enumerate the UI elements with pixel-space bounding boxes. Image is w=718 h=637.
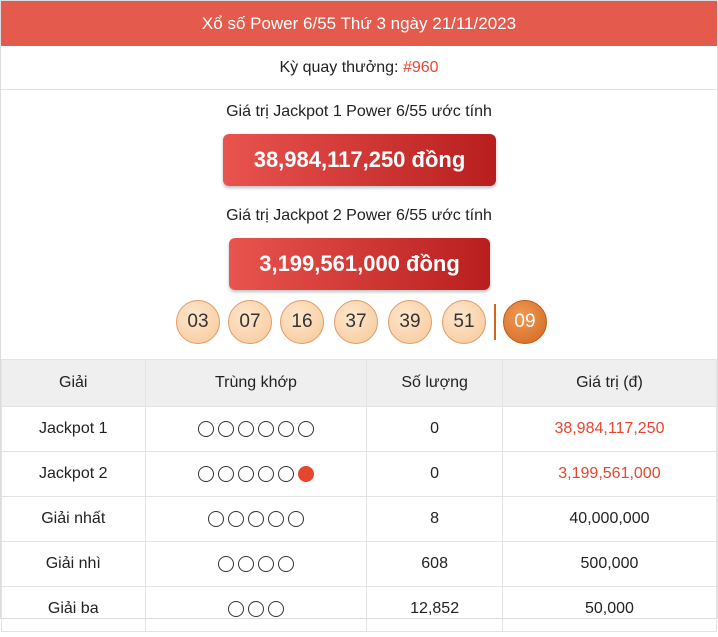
match-dot	[297, 420, 314, 437]
match-dot	[197, 465, 214, 482]
match-dot	[247, 600, 264, 617]
prize-value: 50,000	[501, 586, 718, 632]
match-dot	[217, 555, 234, 572]
prize-name: Jackpot 2	[1, 451, 146, 497]
ball: 39	[388, 300, 432, 344]
match-dot	[247, 510, 264, 527]
match-cell	[144, 496, 368, 542]
match-dot	[267, 600, 284, 617]
match-dot	[237, 555, 254, 572]
prize-name: Giải nhất	[1, 496, 146, 542]
table-row: Jackpot 2 0 3,199,561,000	[1, 451, 718, 497]
match-dot	[257, 465, 274, 482]
match-dot	[237, 465, 254, 482]
prize-value: 3,199,561,000	[501, 451, 718, 497]
match-dot	[257, 420, 274, 437]
column-header: Giải	[1, 359, 146, 407]
ball: 07	[228, 300, 272, 344]
match-dot	[227, 600, 244, 617]
prize-value: 40,000,000	[501, 496, 718, 542]
quantity: 608	[366, 541, 503, 587]
draw-label: Kỳ quay thưởng:	[279, 59, 399, 76]
match-dot	[227, 510, 244, 527]
table-header: Giải Trùng khớp Số lượng Giá trị (đ)	[1, 359, 718, 407]
quantity: 8	[366, 496, 503, 542]
match-cell	[144, 586, 368, 632]
match-cell	[144, 406, 368, 452]
match-cell	[144, 451, 368, 497]
column-header: Số lượng	[366, 359, 503, 407]
quantity: 0	[366, 451, 503, 497]
prize-name: Giải nhì	[1, 541, 146, 587]
match-dot	[217, 465, 234, 482]
match-dot	[257, 555, 274, 572]
bonus-ball: 09	[503, 300, 547, 344]
match-cell	[144, 541, 368, 587]
ball: 37	[334, 300, 378, 344]
prize-table: Giải Trùng khớp Số lượng Giá trị (đ) Jackpo…	[1, 359, 718, 632]
ball: 03	[176, 300, 220, 344]
jackpot-amount: 3,199,561,000 đồng	[229, 238, 490, 290]
match-dot	[217, 420, 234, 437]
prize-value: 38,984,117,250	[501, 406, 718, 452]
column-header: Trùng khớp	[144, 359, 368, 407]
header-title: Xổ số Power 6/55 Thứ 3 ngày 21/11/2023	[1, 1, 717, 46]
draw-row: Kỳ quay thưởng: #960	[1, 46, 717, 90]
prize-value: 500,000	[501, 541, 718, 587]
match-dot	[277, 465, 294, 482]
prize-name: Giải ba	[1, 586, 146, 632]
draw-number: #960	[402, 59, 439, 76]
match-dot	[277, 555, 294, 572]
ball: 16	[280, 300, 324, 344]
column-header: Giá trị (đ)	[501, 359, 718, 407]
match-dot	[267, 510, 284, 527]
match-dot	[287, 510, 304, 527]
quantity: 12,852	[366, 586, 503, 632]
table-row: Giải nhất 8 40,000,000	[1, 496, 718, 542]
bonus-dot	[297, 465, 314, 482]
match-dot	[197, 420, 214, 437]
match-dot	[237, 420, 254, 437]
match-dot	[277, 420, 294, 437]
separator	[494, 304, 496, 340]
jackpot-label: Giá trị Jackpot 1 Power 6/55 ước tính	[226, 103, 492, 120]
table-body: Jackpot 1 0 38,984,117,250 Jackpot 2 0 3,199,…	[1, 406, 718, 632]
quantity: 0	[366, 406, 503, 452]
prize-name: Jackpot 1	[1, 406, 146, 452]
table-row: Giải nhì 608 500,000	[1, 541, 718, 587]
jackpot-amount: 38,984,117,250 đồng	[223, 134, 496, 186]
ball: 51	[442, 300, 486, 344]
table-row: Jackpot 1 0 38,984,117,250	[1, 406, 718, 452]
table-row: Giải ba 12,852 50,000	[1, 586, 718, 632]
match-dot	[207, 510, 224, 527]
jackpot-label: Giá trị Jackpot 2 Power 6/55 ước tính	[226, 207, 492, 224]
